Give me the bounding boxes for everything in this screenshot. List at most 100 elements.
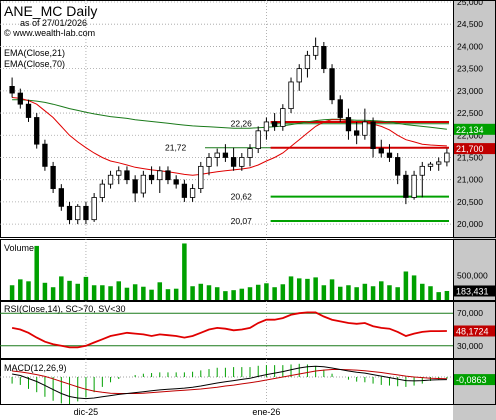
candle-down [34, 117, 40, 145]
volume-bar [165, 289, 171, 300]
candle-down [337, 99, 343, 118]
candle-down [9, 86, 15, 94]
volume-bar [214, 287, 220, 300]
x-tick-label: ene-26 [252, 407, 280, 417]
volume-bar [206, 285, 212, 300]
price-tag-label: 21,700 [456, 144, 484, 154]
volume-bar [83, 276, 89, 300]
candle-up [263, 121, 270, 132]
price-tick-label: 24,500 [457, 19, 483, 29]
candle-up [247, 148, 253, 158]
price-tick-label: 20,500 [457, 197, 483, 207]
candle-up [198, 165, 204, 189]
volume-bar [173, 288, 179, 300]
volume-bar [395, 287, 400, 300]
macd-tag-box [454, 374, 495, 386]
volume-bar [67, 280, 72, 300]
rsi-tick-label: 70,000 [457, 308, 483, 318]
volume-tag-box [454, 285, 495, 297]
candle-up [444, 152, 450, 163]
candle-down [271, 121, 278, 127]
candle-down [386, 152, 393, 158]
volume-bar [379, 281, 384, 300]
price-tick-label: 22,500 [457, 108, 483, 118]
price-tick-label: 22,000 [457, 130, 483, 140]
volume-bar [42, 282, 48, 300]
candle-up [116, 170, 122, 176]
volume-bar [91, 285, 97, 300]
volume-bar [190, 286, 195, 300]
volume-bar [411, 275, 417, 300]
candle-up [206, 157, 212, 167]
rsi-panel: RSI(Close,14), SC>70, SV<30 70,000 30,000 4… [0, 304, 495, 351]
volume-bar [18, 279, 23, 300]
candle-down [222, 152, 229, 158]
level-label: 20,07 [231, 216, 253, 226]
level-label: 21,72 [165, 143, 187, 153]
candle-up [157, 170, 163, 181]
volume-bar [116, 281, 122, 300]
candle-down [25, 103, 32, 118]
macd-title: MACD(12,26,9) [4, 363, 67, 373]
volume-bar [149, 289, 154, 300]
candle-down [321, 46, 327, 70]
x-axis: dic-25 ene-26 [74, 407, 281, 417]
candle-up [239, 157, 245, 167]
volume-bar [75, 283, 80, 300]
candle-down [370, 121, 376, 149]
volume-bar [198, 283, 204, 300]
price-tick-label: 20,000 [457, 219, 483, 229]
rsi-tag-box [454, 325, 495, 337]
volume-bar [444, 290, 450, 300]
candle-down [17, 92, 23, 105]
volume-bar [182, 243, 187, 300]
volume-bar [272, 287, 277, 300]
candle-down [345, 117, 352, 132]
volume-bar [420, 283, 425, 300]
volume-bar [354, 287, 359, 300]
volume-tick-label: 500,000 [457, 270, 488, 280]
candle-down [395, 157, 401, 176]
volume-bar [264, 283, 269, 300]
candle-up [255, 130, 261, 149]
ema70-legend: EMA(Close,70) [4, 59, 65, 69]
candle-down [354, 130, 360, 136]
price-tag-box [454, 143, 495, 155]
candle-down [50, 165, 56, 189]
x-tick-label: dic-25 [74, 407, 99, 417]
price-tag-box [454, 123, 495, 135]
candle-up [280, 108, 286, 127]
price-tick-label: 25,000 [457, 0, 483, 7]
rsi-line [11, 311, 447, 349]
candle-down [378, 148, 384, 154]
candle-up [312, 46, 319, 56]
volume-bar [305, 278, 310, 300]
candle-down [173, 179, 179, 185]
volume-bar [329, 279, 335, 300]
price-tick-label: 23,500 [457, 64, 483, 74]
candle-up [427, 163, 434, 167]
price-tick-label: 24,000 [457, 41, 483, 51]
volume-bar [436, 292, 441, 300]
price-tag-label: 22,134 [456, 125, 484, 135]
volume-bar [428, 286, 433, 300]
volume-bar [100, 285, 105, 300]
candle-up [214, 152, 220, 158]
candle-up [75, 205, 81, 221]
rsi-title: RSI(Close,14), SC>70, SV<30 [4, 304, 126, 314]
candle-down [329, 68, 335, 101]
candle-up [288, 81, 294, 110]
macd-tag-label: -0,0863 [456, 375, 487, 385]
volume-bar [370, 286, 376, 300]
volume-bar [255, 284, 261, 300]
volume-bar [346, 285, 351, 300]
y-axis-panel [453, 0, 496, 420]
volume-panel: Volume 500,000 183,431 [4, 243, 495, 300]
volume-bar [247, 287, 253, 300]
candle-up [304, 54, 311, 70]
volume-bar [288, 276, 294, 300]
ema70-line [12, 99, 447, 130]
candle-up [436, 161, 442, 165]
volume-bar [157, 282, 163, 300]
candle-down [403, 174, 409, 198]
